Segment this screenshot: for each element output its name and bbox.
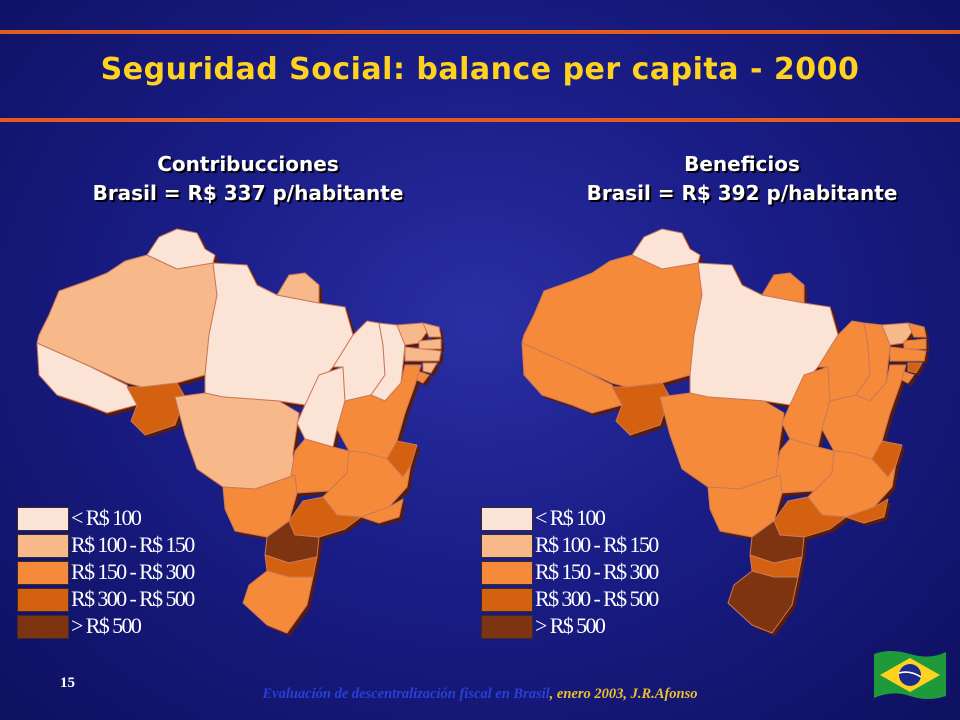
legend-swatch [17,615,69,639]
legend-swatch [481,588,533,612]
legend-swatch [481,534,533,558]
footer-part2: , enero 2003, J.R.Afonso [549,686,698,702]
legend-swatch [17,507,69,531]
legend-label: < R$ 100 [71,505,142,530]
state-pe [404,346,442,362]
map-subheading: Brasil = R$ 392 p/habitante [586,181,898,205]
brazil-map-contribuciones [36,228,444,636]
state-pb [418,338,442,350]
state-ap [276,272,320,304]
legend-label: R$ 300 - R$ 500 [535,586,659,611]
top-rule [0,30,960,34]
legend-label: > R$ 500 [71,613,142,638]
map-heading-contribuciones: Contribucciones Brasil = R$ 337 p/habita… [18,150,478,208]
legend-label: R$ 150 - R$ 300 [535,559,659,584]
map-heading: Beneficios [684,152,800,176]
state-ce [396,322,430,346]
slide-number: 15 [60,675,75,691]
state-rj [360,498,404,524]
slide-title: Seguridad Social: balance per capita - 2… [100,52,860,87]
legend-label: R$ 300 - R$ 500 [71,586,195,611]
map-heading: Contribucciones [157,152,339,176]
brazil-map-beneficios [521,228,929,636]
footer-citation: Evaluación de descentralización fiscal e… [0,686,960,703]
state-rn [907,322,927,338]
state-ap [761,272,805,304]
state-pe [889,346,927,362]
map-subheading: Brasil = R$ 337 p/habitante [92,181,404,205]
state-mt [659,392,785,490]
legend-label: R$ 100 - R$ 150 [71,532,195,557]
legend-swatch [481,561,533,585]
legend-swatch [17,588,69,612]
legend-swatch [17,561,69,585]
state-pb [903,338,927,350]
state-es [871,440,903,478]
title-rule [0,118,960,122]
legend-swatch [481,507,533,531]
state-es [386,440,418,478]
legend-label: R$ 150 - R$ 300 [71,559,195,584]
state-rn [422,322,442,338]
legend-label: > R$ 500 [535,613,606,638]
state-ce [881,322,915,346]
state-rs [727,570,799,634]
legend-swatch [481,615,533,639]
state-al [422,362,438,374]
brazil-flag-icon [874,651,946,699]
map-heading-beneficios: Beneficios Brasil = R$ 392 p/habitante [512,150,960,208]
state-mt [174,392,300,490]
state-rj [845,498,889,524]
state-ac [521,342,623,414]
state-al [907,362,923,374]
legend-label: < R$ 100 [535,505,606,530]
footer-part1: Evaluación de descentralización fiscal e… [262,686,550,702]
state-rr [146,228,216,270]
legend-label: R$ 100 - R$ 150 [535,532,659,557]
state-ro [611,382,671,436]
state-rr [631,228,701,270]
legend-swatch [17,534,69,558]
state-ac [36,342,138,414]
state-ro [126,382,186,436]
state-rs [242,570,314,634]
